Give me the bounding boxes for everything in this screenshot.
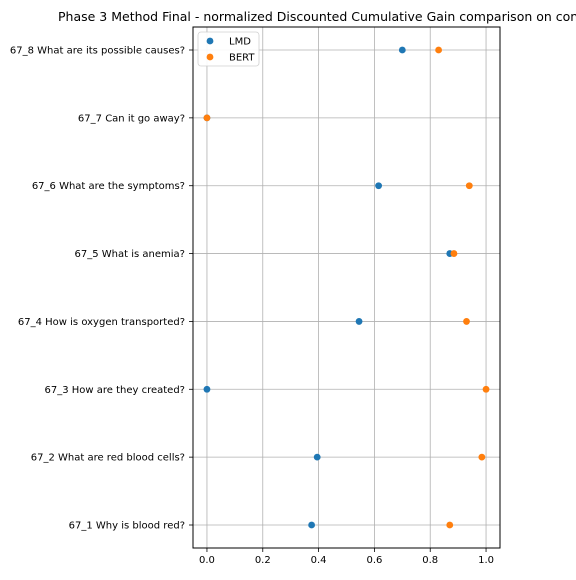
data-points [203,46,490,529]
point-bert-8 [435,46,442,54]
point-lmd-4 [355,318,363,325]
point-lmd-2 [313,453,321,461]
point-lmd-1 [308,521,316,529]
grid [193,27,500,548]
point-bert-1 [446,521,454,529]
point-bert-7 [203,114,211,122]
point-bert-5 [450,250,458,257]
legend-marker-lmd [206,37,214,45]
x-tick-label: 0.4 [311,555,327,566]
y-tick-label: 67_2 What are red blood cells? [31,453,185,464]
point-bert-2 [478,453,486,461]
chart-title: Phase 3 Method Final - normalized Discou… [58,9,576,24]
x-tick-label: 0.6 [366,555,382,566]
point-bert-3 [482,385,490,393]
y-tick-label: 67_8 What are its possible causes? [10,46,185,57]
legend-marker-bert [206,53,214,61]
point-lmd-3 [203,385,211,393]
y-tick-label: 67_5 What is anemia? [75,249,185,260]
y-tick-label: 67_7 Can it go away? [78,113,185,124]
legend-label-bert: BERT [229,53,255,64]
point-lmd-8 [398,46,406,54]
y-tick-label: 67_6 What are the symptoms? [32,181,185,192]
point-bert-4 [463,318,470,325]
legend: LMD BERT [197,31,260,67]
y-tick-label: 67_1 Why is blood red? [69,521,185,532]
axis-ticks: 0.0 0.2 0.4 0.6 0.8 1.0 67_1 Why is blood red?… [10,46,494,567]
x-tick-label: 1.0 [478,555,494,566]
y-tick-label: 67_4 How is oxygen transported? [18,317,185,328]
x-tick-label: 0.0 [199,555,215,566]
x-tick-label: 0.2 [255,555,271,566]
plot-frame [192,26,501,549]
point-bert-6 [465,182,473,190]
x-tick-label: 0.8 [422,555,438,566]
y-tick-label: 67_3 How are they created? [44,385,185,396]
legend-label-lmd: LMD [229,37,251,48]
point-lmd-6 [375,182,382,190]
